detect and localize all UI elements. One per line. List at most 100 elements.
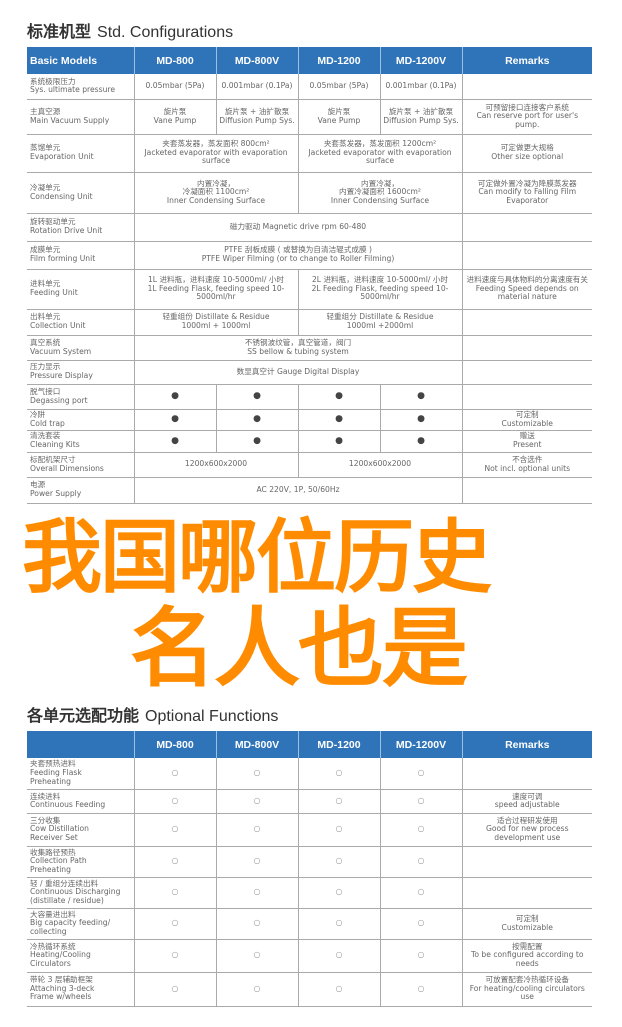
row-label: 主真空源 Main Vacuum Supply bbox=[27, 99, 135, 135]
standard-dot-icon: ● bbox=[298, 409, 381, 431]
optional-functions-table: MD-800 MD-800V MD-1200 MD-1200V Remarks 夹套预热进… bbox=[27, 731, 592, 1007]
table-cell: 旋片泵 + 油扩散泵 Diffusion Pump Sys. bbox=[216, 99, 299, 135]
overlay-text-line2: 名人也是 bbox=[130, 598, 468, 699]
overlay-text-line1: 我国哪位历史 bbox=[22, 510, 492, 604]
row-label: 进料单元 Feeding Unit bbox=[27, 269, 135, 310]
table-cell bbox=[462, 758, 592, 790]
title-en: Optional Functions bbox=[145, 708, 279, 726]
row-label: 成膜单元 Film forming Unit bbox=[27, 241, 135, 270]
table-row: 连续进料 Continuous Feeding ○ ○ ○ ○ 速度可调 speed ad… bbox=[27, 789, 592, 814]
table-cell: 轻重组份 Distillate & Residue 1000ml + 1000m… bbox=[134, 309, 299, 336]
optional-circle-icon: ○ bbox=[216, 846, 299, 878]
table-row: 冷凝单元 Condensing Unit 内置冷凝， 冷凝面积 1100cm² I… bbox=[27, 172, 592, 214]
std-config-table: Basic Models MD-800 MD-800V MD-1200 MD-1200V… bbox=[27, 47, 592, 504]
standard-dot-icon: ● bbox=[216, 430, 299, 453]
column-header: MD-1200V bbox=[380, 731, 463, 759]
table-cell: 0.05mbar (5Pa) bbox=[298, 74, 381, 100]
table-cell: 不锈钢波纹管，真空管道，阀门 SS bellow & tubing system bbox=[134, 335, 463, 361]
table-row: 主真空源 Main Vacuum Supply 旋片泵 Vane Pump 旋片泵 … bbox=[27, 99, 592, 135]
row-label: 清洗套装 Cleaning Kits bbox=[27, 430, 135, 453]
overlay-band: 我国哪位历史 名人也是 bbox=[22, 510, 622, 699]
row-label: 脱气接口 Degassing port bbox=[27, 384, 135, 410]
optional-circle-icon: ○ bbox=[298, 939, 381, 973]
table-row: 成膜单元 Film forming Unit PTFE 刮板成膜 ( 或替换为自清… bbox=[27, 241, 592, 270]
optional-circle-icon: ○ bbox=[134, 789, 217, 814]
section2-title: 各单元选配功能 Optional Functions bbox=[27, 706, 622, 731]
row-label: 蒸馏单元 Evaporation Unit bbox=[27, 134, 135, 173]
optional-circle-icon: ○ bbox=[216, 939, 299, 973]
table-cell bbox=[462, 335, 592, 361]
optional-circle-icon: ○ bbox=[298, 908, 381, 940]
optional-circle-icon: ○ bbox=[380, 758, 463, 790]
table-cell: 可放置配套冷热循环设备 For heating/cooling circulat… bbox=[462, 972, 592, 1007]
row-label: 冷凝单元 Condensing Unit bbox=[27, 172, 135, 214]
table-cell: 可定做更大规格 Other size optional bbox=[462, 134, 592, 173]
table-row: 夹套预热进料 Feeding Flask Preheating ○ ○ ○ ○ bbox=[27, 758, 592, 790]
optional-circle-icon: ○ bbox=[134, 939, 217, 973]
table-cell bbox=[462, 846, 592, 878]
optional-circle-icon: ○ bbox=[216, 972, 299, 1007]
standard-dot-icon: ● bbox=[380, 409, 463, 431]
optional-circle-icon: ○ bbox=[298, 813, 381, 847]
standard-dot-icon: ● bbox=[216, 384, 299, 410]
table-cell: 旋片泵 Vane Pump bbox=[134, 99, 217, 135]
header-row: Basic Models MD-800 MD-800V MD-1200 MD-1200V… bbox=[27, 47, 592, 74]
row-label: 真空系统 Vacuum System bbox=[27, 335, 135, 361]
table-row: 真空系统 Vacuum System 不锈钢波纹管，真空管道，阀门 SS bell… bbox=[27, 335, 592, 361]
row-label: 冷热循环系统 Heating/Cooling Circulators bbox=[27, 939, 135, 973]
optional-circle-icon: ○ bbox=[380, 908, 463, 940]
table-cell: 旋片泵 + 油扩散泵 Diffusion Pump Sys. bbox=[380, 99, 463, 135]
table-cell: 可预留接口连接客户系统 Can reserve port for user's … bbox=[462, 99, 592, 135]
row-label: 轻 / 重组分连续出料 Continuous Discharging (dist… bbox=[27, 877, 135, 909]
row-label: 出料单元 Collection Unit bbox=[27, 309, 135, 336]
column-header: Basic Models bbox=[27, 47, 135, 74]
table-cell: 夹套蒸发器，蒸发面积 1200cm² Jacketed evaporator w… bbox=[298, 134, 463, 173]
table-cell bbox=[462, 213, 592, 242]
table-cell: 1L 进料瓶，进料速度 10-5000ml/ 小时 1L Feeding Fla… bbox=[134, 269, 299, 310]
table-cell: 磁力驱动 Magnetic drive rpm 60-480 bbox=[134, 213, 463, 242]
table-cell: 轻重组分 Distillate & Residue 1000ml +2000ml bbox=[298, 309, 463, 336]
table-cell: 2L 进料瓶，进料速度 10-5000ml/ 小时 2L Feeding Fla… bbox=[298, 269, 463, 310]
optional-circle-icon: ○ bbox=[298, 972, 381, 1007]
table-cell bbox=[462, 241, 592, 270]
table-cell bbox=[462, 477, 592, 504]
table-row: 轻 / 重组分连续出料 Continuous Discharging (dist… bbox=[27, 877, 592, 909]
table-row: 大容量进出料 Big capacity feeding/ collecting ○… bbox=[27, 908, 592, 940]
table-cell: 按需配置 To be configured according to needs bbox=[462, 939, 592, 973]
table-cell: PTFE 刮板成膜 ( 或替换为自清洁辊式成膜 ) PTFE Wiper Fil… bbox=[134, 241, 463, 270]
title-cn: 标准机型 bbox=[27, 22, 92, 41]
row-label: 系统极限压力 Sys. ultimate pressure bbox=[27, 74, 135, 100]
optional-circle-icon: ○ bbox=[134, 972, 217, 1007]
title-cn: 各单元选配功能 bbox=[27, 706, 140, 726]
row-label: 三分收集 Cow Distillation Receiver Set bbox=[27, 813, 135, 847]
table-row: 冷阱 Cold trap ● ● ● ● 可定制 Customizable bbox=[27, 409, 592, 431]
optional-circle-icon: ○ bbox=[216, 758, 299, 790]
standard-dot-icon: ● bbox=[134, 430, 217, 453]
optional-circle-icon: ○ bbox=[380, 846, 463, 878]
optional-circle-icon: ○ bbox=[216, 908, 299, 940]
table-cell: 0.05mbar (5Pa) bbox=[134, 74, 217, 100]
table-row: 脱气接口 Degassing port ● ● ● ● bbox=[27, 384, 592, 410]
table-row: 标配机架尺寸 Overall Dimensions 1200x600x2000 12… bbox=[27, 452, 592, 478]
optional-circle-icon: ○ bbox=[134, 758, 217, 790]
standard-dot-icon: ● bbox=[134, 384, 217, 410]
optional-circle-icon: ○ bbox=[380, 789, 463, 814]
column-header: MD-1200 bbox=[298, 731, 381, 759]
table-cell: 赠送 Present bbox=[462, 430, 592, 453]
optional-circle-icon: ○ bbox=[134, 908, 217, 940]
table-cell: 1200x600x2000 bbox=[134, 452, 299, 478]
optional-circle-icon: ○ bbox=[134, 846, 217, 878]
column-header: MD-1200 bbox=[298, 47, 381, 74]
table-cell bbox=[462, 384, 592, 410]
title-en: Std. Configurations bbox=[97, 24, 234, 41]
table-cell bbox=[462, 877, 592, 909]
table-cell: 可定制 Customizable bbox=[462, 409, 592, 431]
row-label: 旋转驱动单元 Rotation Drive Unit bbox=[27, 213, 135, 242]
row-label: 夹套预热进料 Feeding Flask Preheating bbox=[27, 758, 135, 790]
table-cell bbox=[462, 74, 592, 100]
column-header: MD-800 bbox=[134, 731, 217, 759]
row-label: 压力显示 Pressure Display bbox=[27, 360, 135, 385]
table-row: 三分收集 Cow Distillation Receiver Set ○ ○ ○ ○ 适合… bbox=[27, 813, 592, 847]
table-row: 清洗套装 Cleaning Kits ● ● ● ● 赠送 Present bbox=[27, 430, 592, 453]
column-header: MD-800 bbox=[134, 47, 217, 74]
